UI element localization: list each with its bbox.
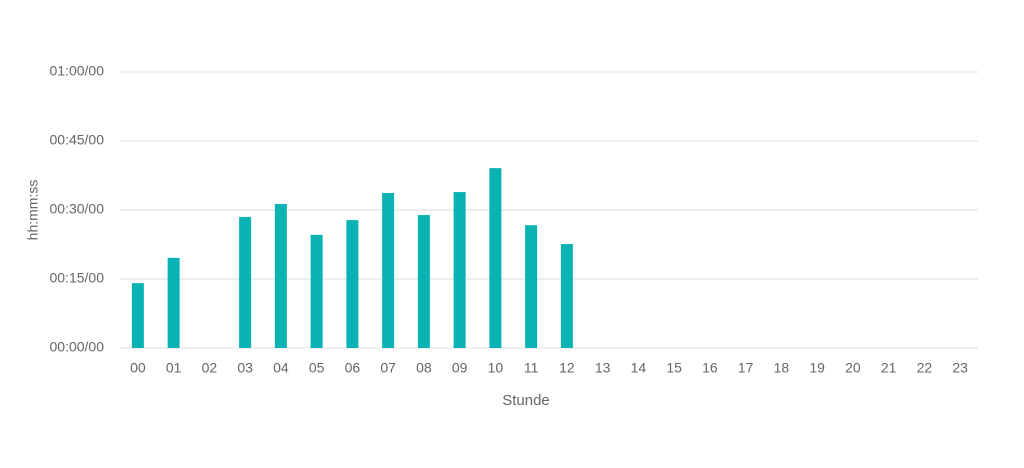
x-tick-label: 09 <box>452 360 468 376</box>
x-tick-label: 14 <box>631 360 647 376</box>
x-tick-label: 04 <box>273 360 289 376</box>
bar <box>560 244 573 348</box>
x-tick-label: 08 <box>416 360 432 376</box>
bar <box>274 204 287 348</box>
bar <box>382 192 395 348</box>
x-tick-label: 07 <box>380 360 396 376</box>
bar <box>346 220 359 348</box>
y-tick-label: 00:45/00 <box>50 132 105 148</box>
bar <box>489 168 502 348</box>
x-tick-label: 22 <box>917 360 933 376</box>
x-tick-label: 11 <box>524 360 539 376</box>
y-tick-label: 01:00/00 <box>50 63 105 79</box>
x-tick-label: 16 <box>702 360 718 376</box>
x-tick-label: 01 <box>166 360 182 376</box>
x-tick-label: 03 <box>237 360 253 376</box>
x-tick-label: 23 <box>952 360 968 376</box>
x-tick-label: 05 <box>309 360 325 376</box>
x-tick-label: 19 <box>809 360 825 376</box>
x-tick-label: 12 <box>559 360 575 376</box>
x-tick-label: 06 <box>345 360 361 376</box>
bar <box>417 215 430 348</box>
bar <box>525 225 538 348</box>
x-axis-label: Stunde <box>502 392 550 409</box>
bar <box>239 216 252 348</box>
x-tick-label: 02 <box>202 360 218 376</box>
y-tick-label: 00:00/00 <box>50 339 105 355</box>
x-tick-label: 21 <box>881 360 897 376</box>
x-tick-label: 00 <box>130 360 146 376</box>
x-tick-label: 15 <box>666 360 682 376</box>
y-axis-label: hh:mm:ss <box>25 180 41 241</box>
x-tick-label: 20 <box>845 360 861 376</box>
bar <box>131 283 144 348</box>
x-tick-label: 17 <box>738 360 754 376</box>
x-tick-label: 18 <box>774 360 790 376</box>
x-tick-label: 13 <box>595 360 611 376</box>
y-tick-label: 00:30/00 <box>50 201 105 217</box>
bar <box>310 234 323 348</box>
y-tick-label: 00:15/00 <box>50 270 105 286</box>
x-tick-label: 10 <box>488 360 504 376</box>
bar <box>453 192 466 348</box>
bar <box>167 257 180 348</box>
